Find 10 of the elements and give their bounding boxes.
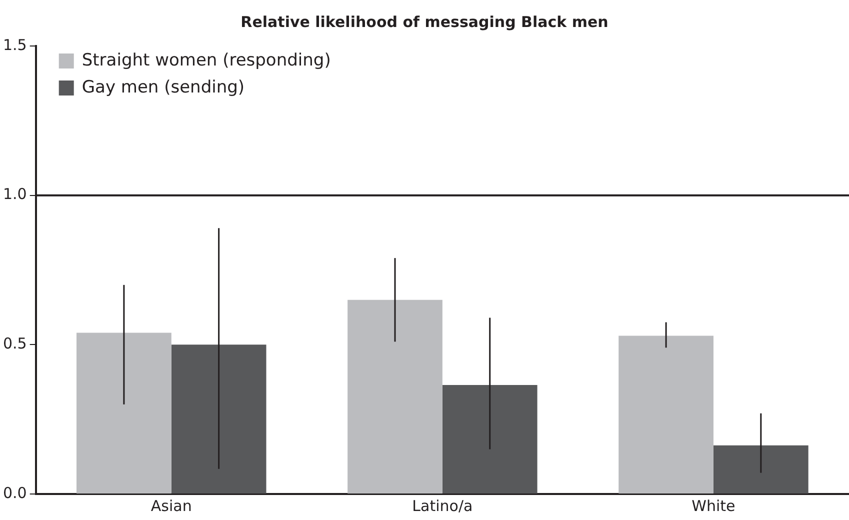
y-tick-label: 1.5 [2,36,27,54]
x-tick-label: Asian [150,496,192,515]
y-tick-label: 0.5 [2,334,27,353]
legend-label: Straight women (responding) [82,50,331,70]
legend-label: Gay men (sending) [82,77,245,98]
y-tick-label: 1.0 [2,185,27,204]
y-tick-label: 0.0 [2,484,27,502]
x-tick-label: White [692,496,736,515]
x-tick-label: Latino/a [412,496,473,515]
chart-title: Relative likelihood of messaging Black men [240,12,608,31]
